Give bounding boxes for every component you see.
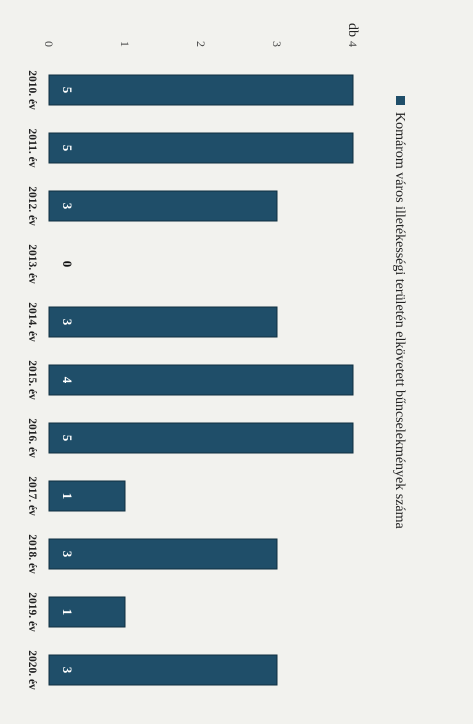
category-label: 2012. év <box>26 186 38 226</box>
category-label: 2013. év <box>26 244 38 284</box>
bar <box>48 538 278 570</box>
bar-value-label: 3 <box>60 667 75 674</box>
category-label: 2020. év <box>26 650 38 690</box>
legend-label: Komárom város illetékességi területén el… <box>392 112 407 530</box>
bar-value-label: 5 <box>60 145 75 152</box>
bar-value-label: 3 <box>60 551 75 558</box>
bar-value-label: 1 <box>60 609 75 616</box>
bar <box>48 422 354 454</box>
category-label: 2017. év <box>26 476 38 516</box>
bar <box>48 132 354 164</box>
value-axis-ticks: 0 1 2 3 4 <box>42 41 360 47</box>
bar-value-label: 4 <box>60 377 75 384</box>
category-label: 2016. év <box>26 418 38 458</box>
bar <box>48 596 126 628</box>
bar <box>48 190 278 222</box>
bar-value-label: 0 <box>60 261 75 268</box>
legend: Komárom város illetékességi területén el… <box>392 96 407 530</box>
axis-tick-label: 0 <box>42 41 56 47</box>
category-labels: 2010. év 2011. év 2012. év 2013. év 2014. év… <box>26 70 38 690</box>
axis-tick-label: 1 <box>118 41 132 47</box>
category-label: 2010. év <box>26 70 38 110</box>
axis-tick-label: 3 <box>270 41 284 47</box>
category-label: 2018. év <box>26 534 38 574</box>
category-label: 2011. év <box>26 129 38 168</box>
bar <box>48 480 126 512</box>
category-label: 2014. év <box>26 302 38 342</box>
bar-value-label: 1 <box>60 493 75 500</box>
axis-tick-label: 2 <box>194 41 208 47</box>
bar-value-label: 3 <box>60 319 75 326</box>
bar <box>48 74 354 106</box>
bar <box>48 654 278 686</box>
bar <box>48 364 354 396</box>
unit-label: db <box>345 23 360 37</box>
axis-tick-label: 4 <box>346 41 360 47</box>
bar-value-label: 5 <box>60 87 75 94</box>
bar-value-label: 3 <box>60 203 75 210</box>
category-label: 2019. év <box>26 592 38 632</box>
bars-group: 5 5 3 0 3 4 5 1 3 1 3 <box>48 74 354 686</box>
bar <box>48 306 278 338</box>
legend-swatch <box>396 96 405 105</box>
category-label: 2015. év <box>26 360 38 400</box>
bar-value-label: 5 <box>60 435 75 442</box>
